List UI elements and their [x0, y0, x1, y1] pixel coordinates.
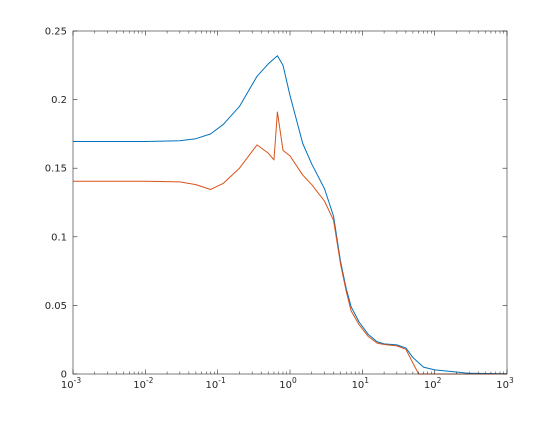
y-tick-label: 0.05: [45, 301, 67, 312]
tick-labels-layer: 10-3 10-2 10-1 100 101 102 103 0 0.05 0.1 0.15 0.2 0…: [45, 27, 514, 392]
x-tick-label: 10-3: [61, 376, 81, 391]
y-tick-label: 0: [61, 370, 67, 381]
series-line-2: [73, 111, 507, 375]
y-tick-label: 0.25: [45, 27, 67, 38]
x-tick-label: 10-1: [206, 376, 226, 391]
x-tick-label: 10-2: [133, 376, 153, 391]
series-layer: [73, 55, 508, 375]
y-tick-label: 0.2: [51, 95, 67, 106]
plot-area: [73, 31, 507, 374]
axes-box: [72, 30, 508, 375]
y-tick-label: 0.15: [45, 164, 67, 175]
x-tick-label: 103: [496, 376, 514, 391]
x-tick-label: 100: [279, 376, 297, 391]
series-line-1: [73, 55, 508, 375]
x-tick-label: 102: [424, 376, 442, 391]
x-tick-label: 101: [352, 376, 370, 391]
y-tick-label: 0.1: [51, 232, 67, 243]
